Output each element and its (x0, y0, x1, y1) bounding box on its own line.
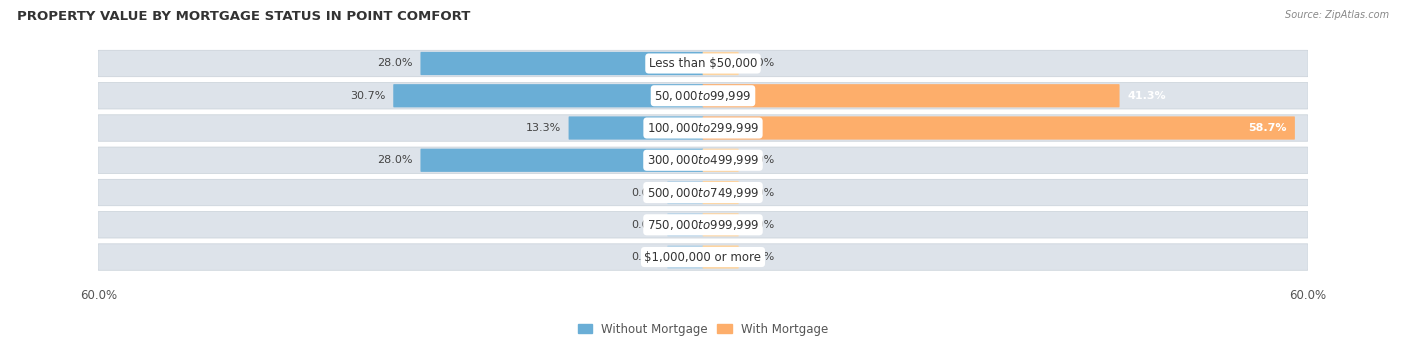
FancyBboxPatch shape (703, 213, 738, 236)
FancyBboxPatch shape (98, 50, 1308, 77)
Text: 0.0%: 0.0% (747, 252, 775, 262)
FancyBboxPatch shape (420, 149, 703, 172)
FancyBboxPatch shape (703, 246, 738, 269)
Text: 0.0%: 0.0% (747, 155, 775, 165)
FancyBboxPatch shape (703, 149, 738, 172)
Text: $300,000 to $499,999: $300,000 to $499,999 (647, 153, 759, 167)
Text: $500,000 to $749,999: $500,000 to $749,999 (647, 186, 759, 199)
FancyBboxPatch shape (703, 181, 738, 204)
FancyBboxPatch shape (98, 115, 1308, 141)
Text: 58.7%: 58.7% (1249, 123, 1286, 133)
FancyBboxPatch shape (98, 83, 1308, 109)
Text: 0.0%: 0.0% (747, 188, 775, 197)
FancyBboxPatch shape (394, 84, 703, 107)
FancyBboxPatch shape (668, 213, 703, 236)
FancyBboxPatch shape (568, 116, 703, 139)
Text: $50,000 to $99,999: $50,000 to $99,999 (654, 89, 752, 103)
FancyBboxPatch shape (703, 52, 738, 75)
FancyBboxPatch shape (98, 179, 1308, 206)
Text: $100,000 to $299,999: $100,000 to $299,999 (647, 121, 759, 135)
Text: 0.0%: 0.0% (631, 188, 659, 197)
Text: 0.0%: 0.0% (631, 252, 659, 262)
Text: 30.7%: 30.7% (350, 91, 385, 101)
FancyBboxPatch shape (668, 181, 703, 204)
FancyBboxPatch shape (98, 211, 1308, 238)
FancyBboxPatch shape (98, 147, 1308, 174)
Text: 0.0%: 0.0% (747, 220, 775, 230)
FancyBboxPatch shape (420, 52, 703, 75)
FancyBboxPatch shape (703, 84, 1119, 107)
Text: 0.0%: 0.0% (631, 220, 659, 230)
Text: Source: ZipAtlas.com: Source: ZipAtlas.com (1285, 10, 1389, 20)
FancyBboxPatch shape (668, 246, 703, 269)
Text: 0.0%: 0.0% (747, 59, 775, 69)
Text: $750,000 to $999,999: $750,000 to $999,999 (647, 218, 759, 232)
Legend: Without Mortgage, With Mortgage: Without Mortgage, With Mortgage (574, 318, 832, 341)
FancyBboxPatch shape (703, 116, 1295, 139)
Text: 41.3%: 41.3% (1128, 91, 1166, 101)
FancyBboxPatch shape (98, 244, 1308, 270)
Text: $1,000,000 or more: $1,000,000 or more (644, 251, 762, 264)
Text: Less than $50,000: Less than $50,000 (648, 57, 758, 70)
Text: 13.3%: 13.3% (526, 123, 561, 133)
Text: 28.0%: 28.0% (377, 59, 413, 69)
Text: PROPERTY VALUE BY MORTGAGE STATUS IN POINT COMFORT: PROPERTY VALUE BY MORTGAGE STATUS IN POI… (17, 10, 470, 23)
Text: 28.0%: 28.0% (377, 155, 413, 165)
